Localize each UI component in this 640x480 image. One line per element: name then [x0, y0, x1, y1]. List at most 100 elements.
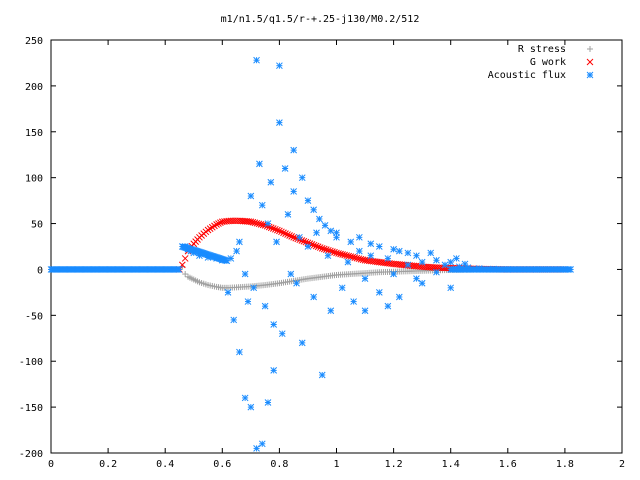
g-work-point	[324, 246, 332, 254]
x-tick-label: 0.8	[270, 459, 288, 470]
g-work-point	[271, 225, 279, 233]
g-work-point	[335, 250, 342, 257]
acoustic-flux-point	[404, 261, 412, 269]
y-tick-label: 0	[37, 265, 43, 276]
g-work-point	[359, 256, 367, 264]
g-work-point	[284, 231, 291, 238]
g-work-point	[316, 244, 324, 251]
acoustic-flux-point	[304, 243, 312, 250]
acoustic-flux-point	[298, 339, 306, 347]
acoustic-flux-point	[258, 440, 266, 448]
g-work-point	[353, 254, 361, 262]
x-tick-label: 1.8	[556, 459, 574, 470]
acoustic-flux-point	[461, 260, 469, 268]
acoustic-flux-point	[321, 222, 329, 229]
g-work-point	[267, 224, 275, 232]
acoustic-flux-point	[367, 252, 375, 260]
acoustic-flux-point	[316, 215, 323, 223]
g-work-point	[331, 248, 338, 256]
g-work-point	[351, 254, 359, 261]
acoustic-flux-point	[318, 371, 326, 379]
g-work-point	[280, 229, 287, 237]
g-work-point	[337, 250, 344, 258]
acoustic-flux-point	[413, 252, 420, 260]
g-work-point	[286, 232, 293, 239]
acoustic-flux-point	[333, 229, 340, 237]
acoustic-flux-point	[261, 302, 269, 310]
x-tick-label: 0.2	[99, 459, 117, 470]
acoustic-flux-point	[224, 289, 232, 296]
acoustic-flux-point	[236, 348, 243, 356]
g-work-point	[213, 221, 220, 228]
g-work-point	[341, 251, 349, 259]
acoustic-flux-point	[324, 252, 332, 260]
acoustic-flux-point	[344, 258, 352, 266]
acoustic-flux-point	[441, 261, 449, 269]
acoustic-flux-point	[270, 321, 278, 328]
acoustic-flux-point	[395, 247, 403, 255]
acoustic-flux-point	[327, 227, 335, 235]
acoustic-flux-point	[384, 302, 392, 310]
g-work-point	[347, 253, 355, 260]
y-tick-label: 150	[25, 128, 43, 139]
g-work-point	[247, 218, 255, 226]
y-tick-label: 100	[25, 174, 43, 185]
acoustic-flux-point	[290, 146, 298, 154]
y-tick-label: -200	[19, 449, 43, 460]
acoustic-flux-point	[361, 307, 369, 315]
g-work-point	[259, 221, 267, 229]
x-tick-label: 1.2	[385, 459, 403, 470]
acoustic-flux-point	[304, 197, 312, 204]
g-work-point	[333, 249, 340, 257]
y-tick-label: 250	[25, 36, 43, 47]
g-work-point	[181, 255, 189, 262]
legend-label-r-stress: R stress	[518, 44, 566, 55]
acoustic-flux-point	[453, 255, 460, 262]
g-work-point	[253, 219, 261, 227]
acoustic-flux-point	[270, 367, 278, 374]
g-work-point	[257, 220, 265, 228]
acoustic-flux-point	[361, 275, 369, 282]
acoustic-flux-point	[250, 284, 258, 292]
acoustic-flux-point	[384, 255, 392, 262]
g-work-point	[274, 226, 281, 234]
g-work-point	[318, 244, 326, 252]
g-work-point	[322, 246, 330, 254]
acoustic-flux-point	[284, 211, 292, 218]
y-axis: 250 200 150 100 50 0 -50 -100 -150 -200	[19, 36, 622, 460]
acoustic-flux-point	[241, 270, 249, 278]
acoustic-flux-point	[287, 270, 295, 278]
legend-marker-g-work	[586, 58, 594, 66]
acoustic-flux-point	[276, 119, 283, 126]
g-work-point	[276, 227, 283, 235]
g-work-point	[290, 233, 298, 241]
x-tick-label: 2	[619, 459, 625, 470]
g-work-point	[343, 252, 351, 259]
g-work-point	[255, 220, 263, 228]
acoustic-flux-point	[413, 275, 420, 282]
acoustic-flux-point	[256, 160, 263, 168]
x-tick-label: 1.4	[442, 459, 460, 470]
acoustic-flux-point	[433, 256, 440, 264]
g-work-point	[249, 218, 257, 226]
g-work-point	[339, 251, 346, 258]
acoustic-flux-point	[418, 279, 426, 287]
acoustic-flux-cluster-point	[223, 257, 231, 265]
acoustic-flux-tail-point	[567, 266, 574, 273]
g-work-point	[215, 220, 222, 227]
acoustic-flux-point	[258, 201, 266, 209]
legend: R stress G work Acoustic flux	[488, 44, 594, 81]
acoustic-flux-point	[427, 249, 435, 257]
legend-marker-r-stress	[587, 46, 593, 52]
r-stress-point	[182, 271, 189, 278]
g-work-point	[357, 255, 365, 263]
x-axis: 0 0.2 0.4 0.6 0.8 1 1.2 1.4 1.6 1.8 2	[48, 40, 625, 470]
acoustic-flux-point	[264, 220, 272, 227]
acoustic-flux-point	[390, 270, 397, 278]
acoustic-flux-point	[418, 258, 426, 266]
acoustic-flux-point	[395, 293, 403, 301]
y-tick-label: -150	[19, 403, 43, 414]
g-work-point	[312, 242, 320, 250]
acoustic-flux-point	[447, 284, 455, 292]
